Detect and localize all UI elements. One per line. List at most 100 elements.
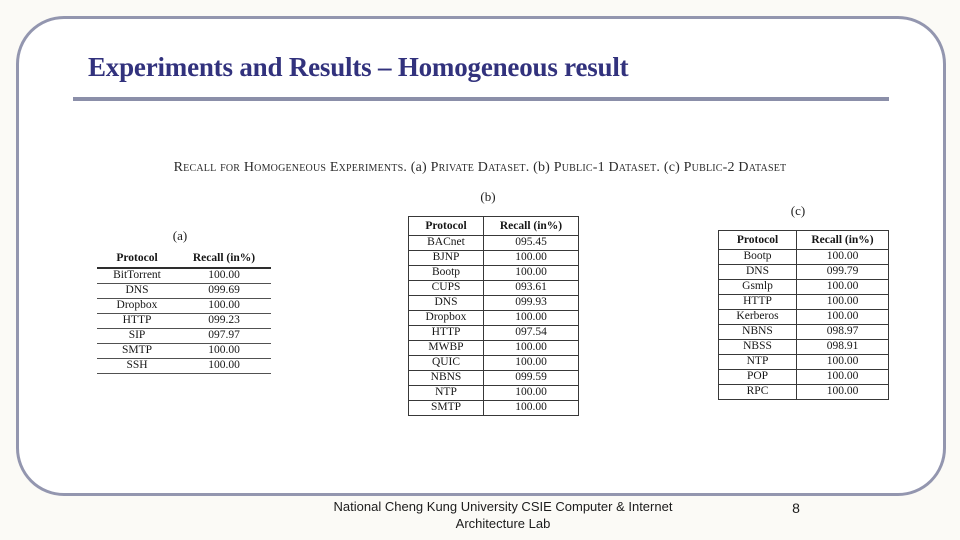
table-row: SSH 100.00 [97, 358, 271, 374]
table-cell: HTTP [408, 325, 484, 341]
table-cell: 100.00 [483, 400, 579, 416]
table-cell: BJNP [408, 250, 484, 266]
page-number: 8 [792, 500, 800, 516]
column-header: Recall (in%) [177, 249, 271, 269]
caption-segment: Public-1 Dataset. [550, 160, 664, 175]
table-cell: RPC [718, 384, 797, 400]
caption-segment: Private Dataset. [426, 160, 534, 175]
table-b-label: (b) [480, 189, 496, 204]
table-cell: 099.59 [483, 370, 579, 386]
table-cell: CUPS [408, 280, 484, 296]
footer-line-2: Architecture Lab [455, 516, 551, 531]
caption-segment: Recall for Homogeneous Experiments. [173, 160, 411, 175]
table-row: Dropbox 100.00 [97, 298, 271, 314]
table-cell: 100.00 [177, 268, 271, 284]
table-b-public1-dataset: Protocol Recall (in%) BACnet 095.45 BJNP 100… [408, 216, 579, 416]
table-cell: 100.00 [796, 384, 889, 400]
table-row: DNS 099.79 [718, 264, 889, 280]
table-cell: 099.23 [177, 313, 271, 329]
table-row: SMTP 100.00 [97, 343, 271, 359]
table-cell: SSH [97, 358, 177, 374]
table-cell: 100.00 [796, 279, 889, 295]
table-header-row: Protocol Recall (in%) [97, 249, 271, 269]
table-row: Bootp 100.00 [718, 249, 889, 265]
caption-segment: Public-2 Dataset [679, 160, 787, 175]
table-row: Dropbox 100.00 [408, 310, 579, 326]
figure-caption: Recall for Homogeneous Experiments. (a) … [0, 160, 960, 176]
table-row: CUPS 093.61 [408, 280, 579, 296]
table-cell: BACnet [408, 235, 484, 251]
table-cell: NBNS [718, 324, 797, 340]
table-cell: NBSS [718, 339, 797, 355]
table-cell: 100.00 [483, 340, 579, 356]
table-row: MWBP 100.00 [408, 340, 579, 356]
table-cell: NTP [718, 354, 797, 370]
table-row: SIP 097.97 [97, 328, 271, 344]
table-cell: 100.00 [483, 265, 579, 281]
table-a-label: (a) [172, 228, 188, 243]
table-row: NBNS 098.97 [718, 324, 889, 340]
caption-label-b: (b) [533, 160, 551, 175]
caption-label-a: (a) [410, 160, 427, 175]
table-cell: 100.00 [177, 298, 271, 314]
table-row: BACnet 095.45 [408, 235, 579, 251]
table-cell: 100.00 [796, 294, 889, 310]
table-row: SMTP 100.00 [408, 400, 579, 416]
caption-label-c: (c) [663, 160, 680, 175]
table-cell: QUIC [408, 355, 484, 371]
table-cell: MWBP [408, 340, 484, 356]
table-cell: SMTP [97, 343, 177, 359]
table-cell: 099.79 [796, 264, 889, 280]
table-cell: Kerberos [718, 309, 797, 325]
table-cell: 100.00 [483, 250, 579, 266]
table-cell: 100.00 [483, 310, 579, 326]
table-cell: DNS [718, 264, 797, 280]
table-cell: DNS [97, 283, 177, 299]
column-header: Protocol [408, 216, 484, 236]
table-row: DNS 099.69 [97, 283, 271, 299]
table-cell: 100.00 [796, 354, 889, 370]
column-header: Protocol [718, 230, 797, 250]
table-row: NBSS 098.91 [718, 339, 889, 355]
table-row: NTP 100.00 [718, 354, 889, 370]
table-cell: SIP [97, 328, 177, 344]
column-header: Recall (in%) [796, 230, 889, 250]
table-cell: Bootp [408, 265, 484, 281]
title-underline [73, 97, 889, 101]
table-c-public2-dataset: Protocol Recall (in%) Bootp 100.00 DNS 099.7… [718, 230, 889, 400]
table-row: Kerberos 100.00 [718, 309, 889, 325]
table-cell: NBNS [408, 370, 484, 386]
table-row: NTP 100.00 [408, 385, 579, 401]
table-cell: 093.61 [483, 280, 579, 296]
table-cell: 098.97 [796, 324, 889, 340]
table-cell: 099.93 [483, 295, 579, 311]
table-header-row: Protocol Recall (in%) [718, 230, 889, 250]
table-cell: Dropbox [408, 310, 484, 326]
table-row: Gsmlp 100.00 [718, 279, 889, 295]
table-cell: DNS [408, 295, 484, 311]
table-row: Bootp 100.00 [408, 265, 579, 281]
table-row: BitTorrent 100.00 [97, 268, 271, 284]
table-cell: 099.69 [177, 283, 271, 299]
table-cell: 100.00 [796, 249, 889, 265]
table-cell: BitTorrent [97, 268, 177, 284]
table-cell: 097.97 [177, 328, 271, 344]
table-cell: 100.00 [483, 355, 579, 371]
table-cell: 100.00 [177, 358, 271, 374]
table-cell: 100.00 [796, 369, 889, 385]
table-row: HTTP 097.54 [408, 325, 579, 341]
column-header: Recall (in%) [483, 216, 579, 236]
table-row: NBNS 099.59 [408, 370, 579, 386]
table-header-row: Protocol Recall (in%) [408, 216, 579, 236]
table-cell: POP [718, 369, 797, 385]
table-cell: Dropbox [97, 298, 177, 314]
table-row: BJNP 100.00 [408, 250, 579, 266]
table-cell: 097.54 [483, 325, 579, 341]
table-row: HTTP 100.00 [718, 294, 889, 310]
table-cell: 100.00 [796, 309, 889, 325]
table-cell: NTP [408, 385, 484, 401]
table-a-private-dataset: Protocol Recall (in%) BitTorrent 100.00 DNS… [97, 249, 271, 374]
table-row: DNS 099.93 [408, 295, 579, 311]
footer-line-1: National Cheng Kung University CSIE Comp… [333, 499, 673, 514]
table-cell: 100.00 [483, 385, 579, 401]
